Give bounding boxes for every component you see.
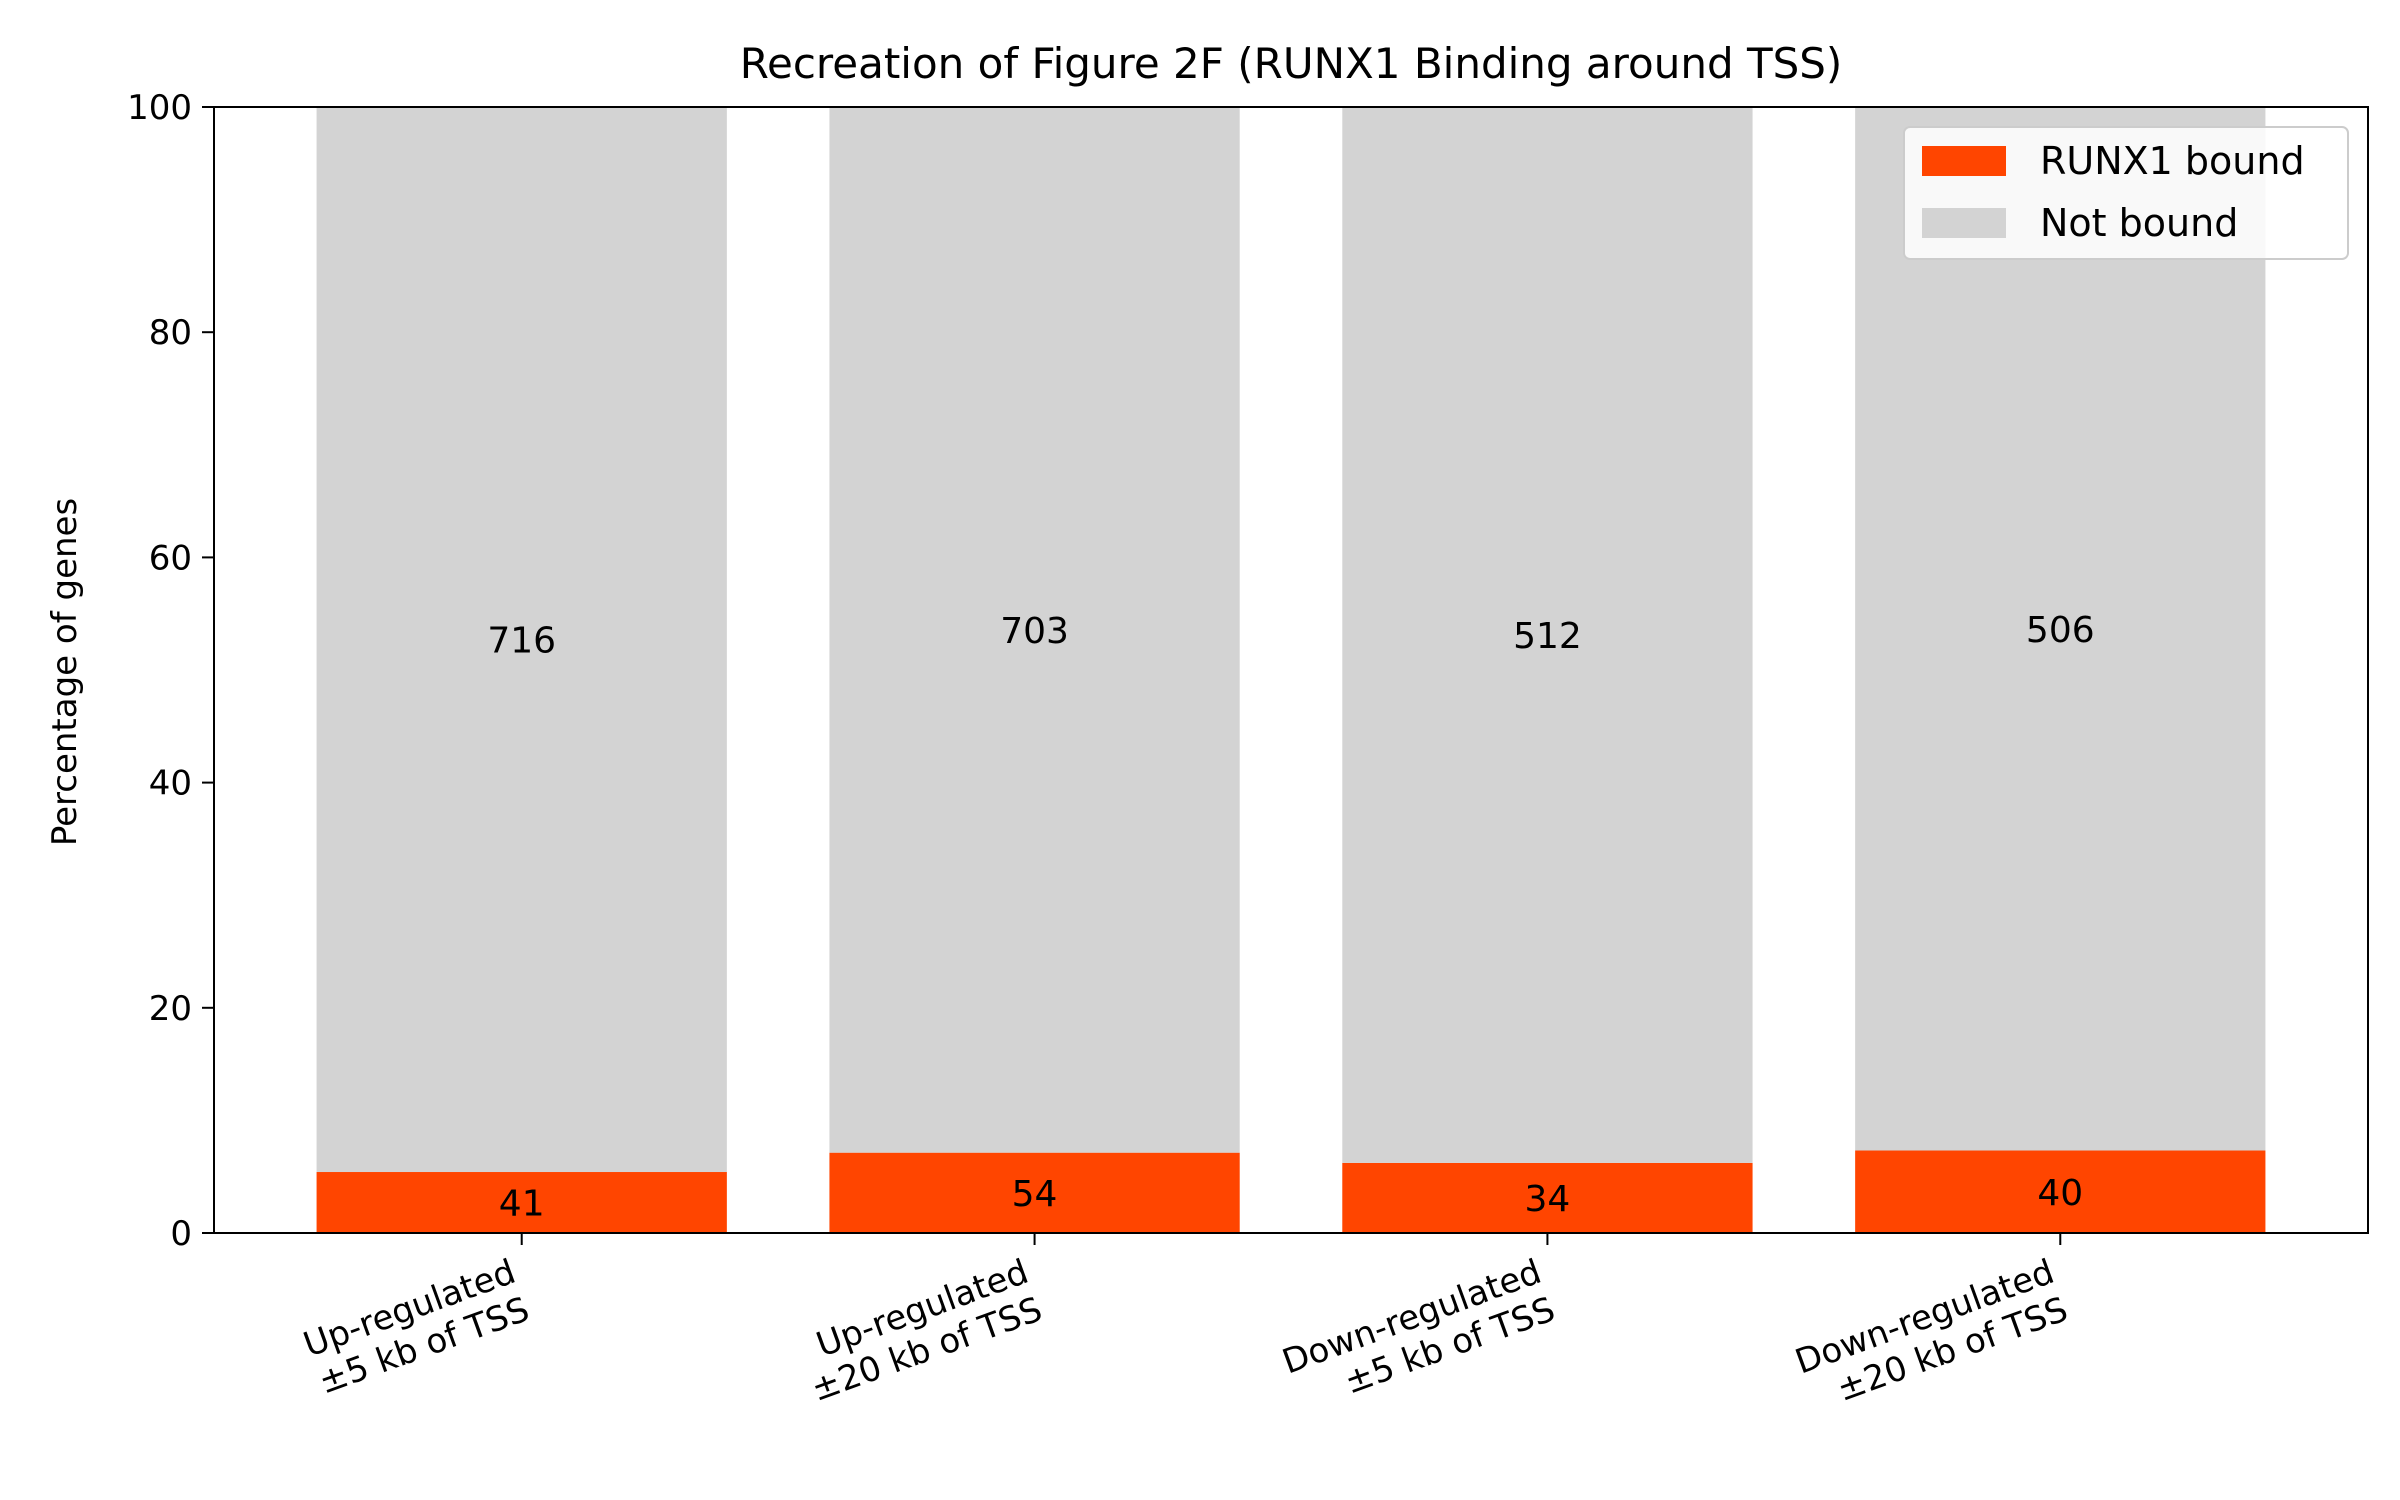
bar-runx1-bound-1 (316, 1172, 727, 1233)
data-label-runx1-bound-3: 34 (1525, 1179, 1571, 1220)
data-label-runx1-bound-2: 54 (1012, 1174, 1058, 1215)
y-axis-label: Percentage of genes (45, 498, 85, 846)
plot-area-frame (213, 106, 2369, 1234)
data-label-not-bound-3: 512 (1513, 616, 1582, 657)
data-label-not-bound-1: 716 (487, 621, 556, 662)
bar-not-bound-3 (1342, 107, 1753, 1163)
y-tick-label-40: 40 (149, 764, 192, 804)
data-label-runx1-bound-4: 40 (2037, 1173, 2083, 1214)
bar-not-bound-1 (316, 107, 727, 1173)
chart-title: Recreation of Figure 2F (RUNX1 Binding a… (740, 39, 1843, 88)
y-tick-label-60: 60 (149, 538, 192, 578)
bar-runx1-bound-4 (1855, 1150, 2266, 1233)
data-label-not-bound-4: 506 (2026, 610, 2095, 651)
data-label-runx1-bound-1: 41 (499, 1184, 545, 1225)
bar-runx1-bound-2 (829, 1152, 1240, 1233)
x-tick-label-2: Up-regulated±20 kb of TSS (792, 1252, 1047, 1410)
bar-runx1-bound-3 (1342, 1162, 1753, 1233)
bar-not-bound-2 (829, 107, 1240, 1153)
y-tick-label-20: 20 (149, 989, 192, 1029)
y-tick-label-80: 80 (149, 313, 192, 353)
legend-swatch-not-bound (1922, 208, 2006, 238)
legend-box (1903, 126, 2349, 260)
x-tick-label-1: Up-regulated±5 kb of TSS (298, 1252, 534, 1403)
legend-swatch-runx1-bound (1922, 146, 2006, 176)
legend: RUNX1 bound Not bound (1903, 126, 2349, 260)
x-tick-label-3: Down-regulated±5 kb of TSS (1277, 1252, 1560, 1420)
legend-label-not-bound: Not bound (2040, 201, 2238, 245)
legend-label-runx1-bound: RUNX1 bound (2040, 139, 2305, 183)
y-tick-label-0: 0 (170, 1214, 192, 1254)
x-tick-label-4: Down-regulated±20 kb of TSS (1790, 1252, 2073, 1420)
y-tick-label-100: 100 (127, 88, 192, 128)
data-label-not-bound-2: 703 (1000, 611, 1069, 652)
bar-not-bound-4 (1855, 107, 2266, 1151)
